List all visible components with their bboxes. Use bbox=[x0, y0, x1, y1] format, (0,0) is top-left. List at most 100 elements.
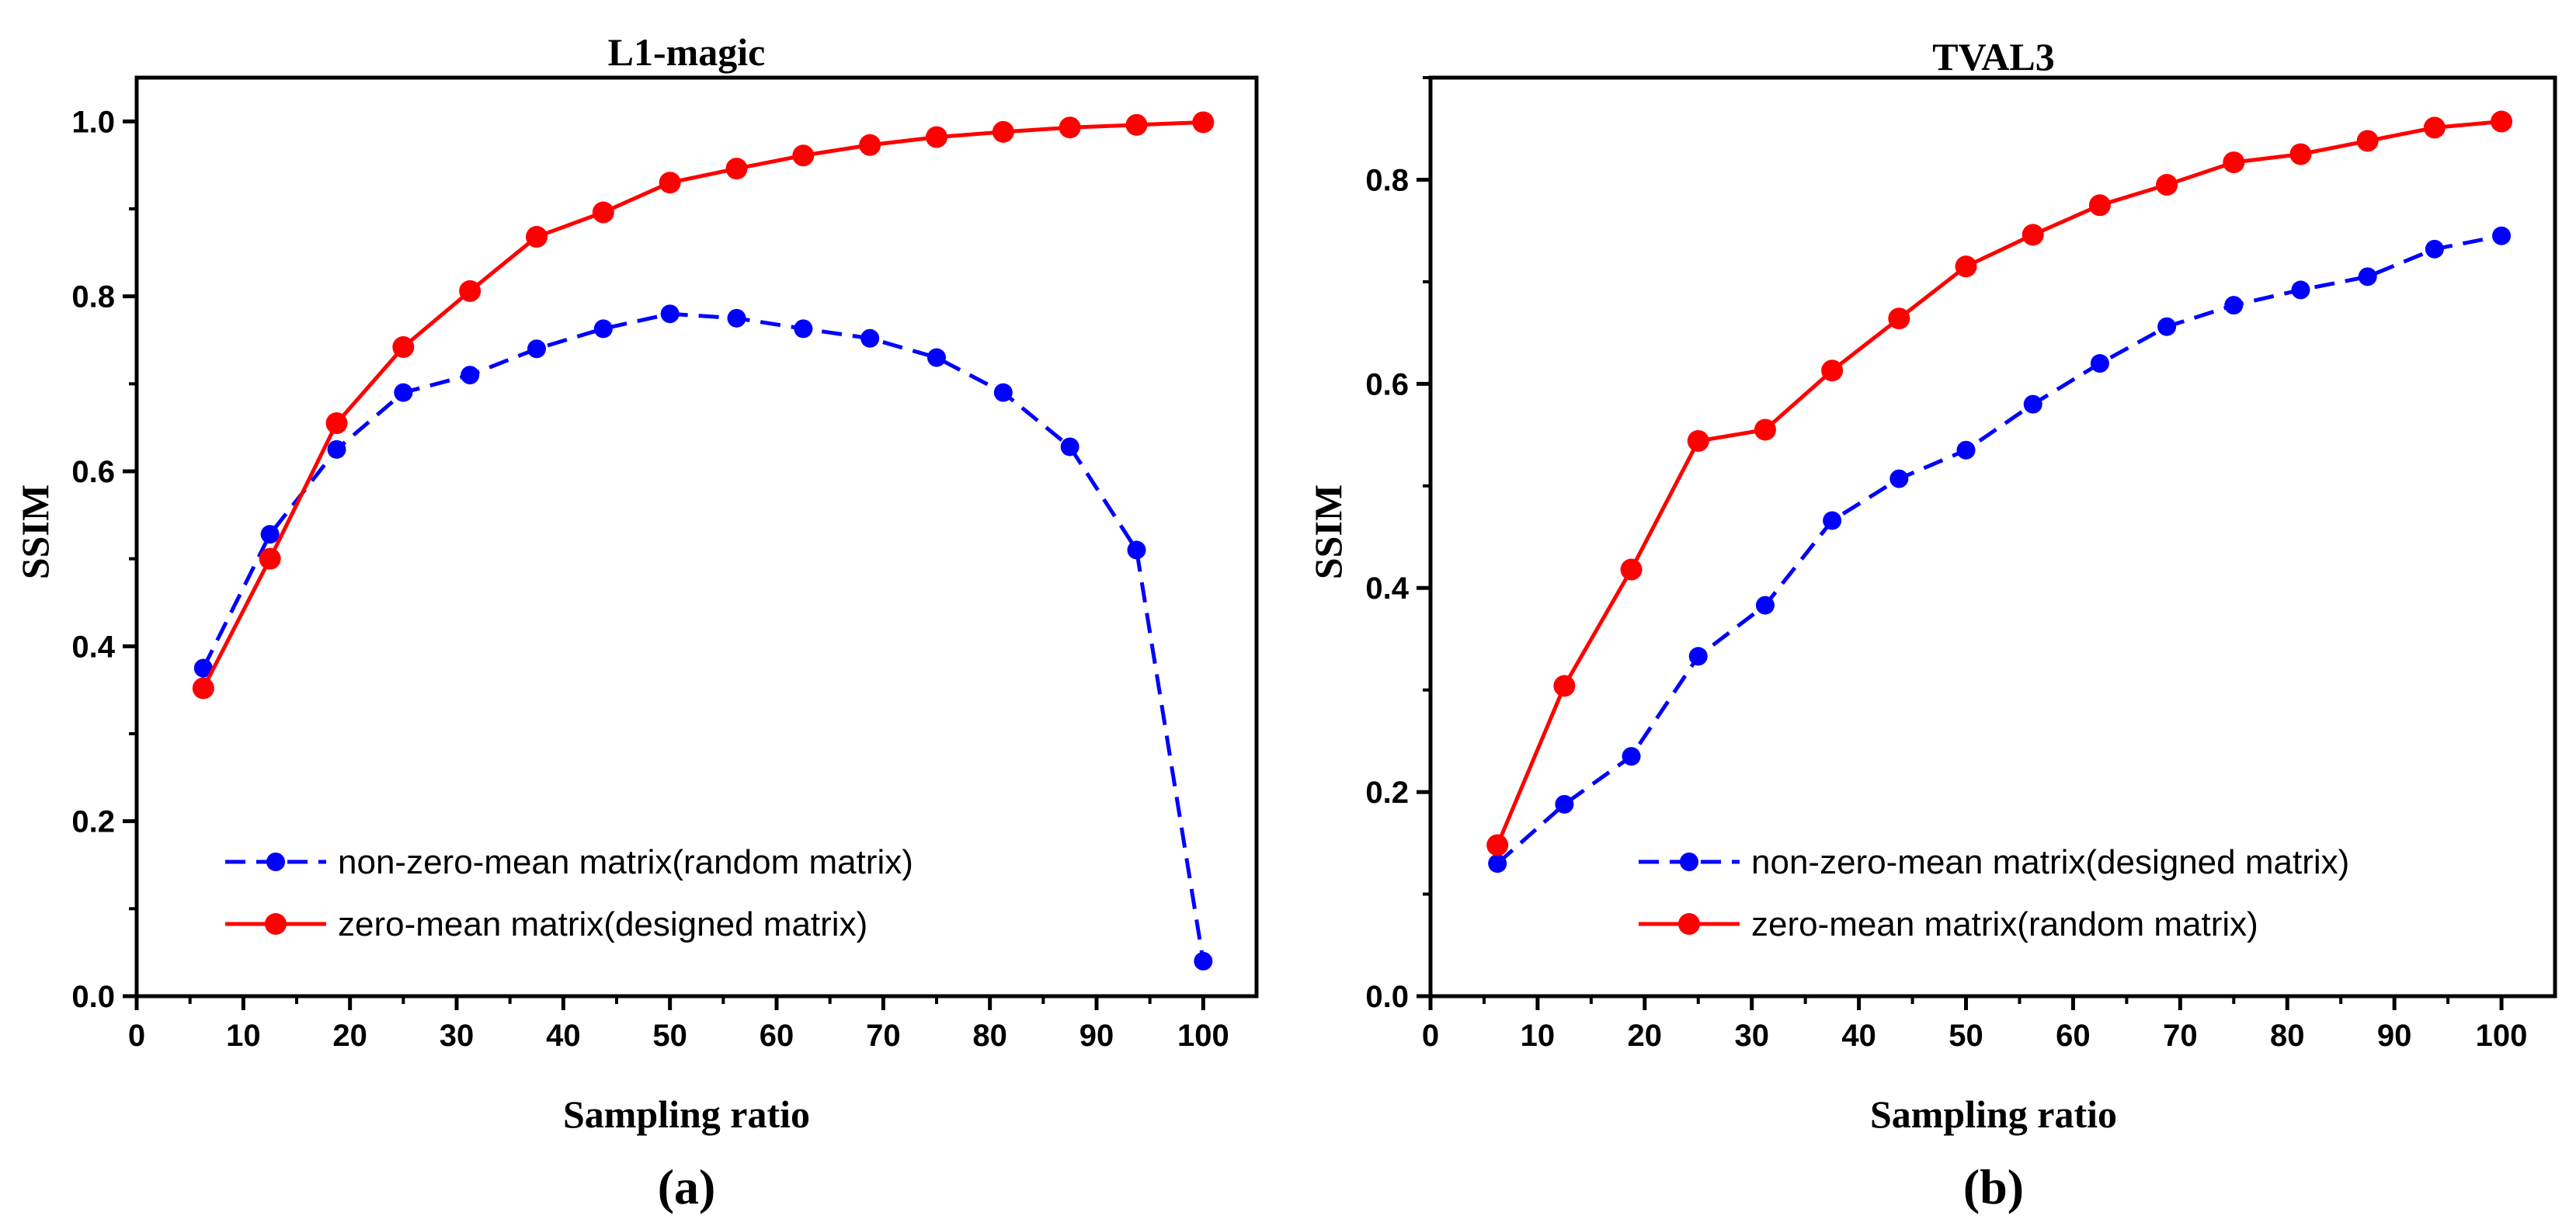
data-point bbox=[1060, 437, 1079, 457]
data-point bbox=[2022, 224, 2044, 246]
data-point bbox=[394, 383, 413, 402]
y-tick-label: 0.6 bbox=[71, 455, 115, 489]
legend-swatch-marker bbox=[1680, 853, 1698, 871]
data-point bbox=[926, 126, 947, 148]
x-tick-label: 0 bbox=[128, 1019, 145, 1053]
data-point bbox=[1688, 647, 1708, 666]
data-point bbox=[2425, 239, 2444, 259]
legend-entry: non-zero-mean matrix(designed matrix) bbox=[1751, 843, 2349, 881]
x-axis-label: Sampling ratio bbox=[563, 1092, 810, 1136]
x-tick-label: 60 bbox=[760, 1019, 794, 1053]
y-tick-label: 0.4 bbox=[71, 630, 115, 664]
data-point bbox=[2223, 151, 2245, 174]
x-tick-label: 70 bbox=[2163, 1019, 2198, 1053]
panel-label-b: (b) bbox=[1963, 1159, 2024, 1214]
data-point bbox=[325, 412, 348, 435]
x-tick-label: 60 bbox=[2056, 1019, 2091, 1053]
x-tick-label: 100 bbox=[1177, 1019, 1229, 1053]
data-point bbox=[1622, 747, 1641, 766]
data-point bbox=[2156, 174, 2178, 196]
data-point bbox=[1821, 359, 1844, 382]
y-tick-label: 0.4 bbox=[1365, 571, 1409, 606]
y-tick-label: 0.0 bbox=[71, 980, 115, 1014]
data-point bbox=[1620, 558, 1643, 581]
data-point bbox=[2157, 317, 2177, 336]
y-axis-label: SSIM bbox=[13, 484, 57, 579]
data-point bbox=[459, 280, 481, 302]
data-point bbox=[860, 328, 880, 348]
x-axis-label: Sampling ratio bbox=[1870, 1092, 2117, 1136]
x-tick-label: 0 bbox=[1422, 1019, 1439, 1053]
data-point bbox=[461, 366, 480, 385]
data-point bbox=[1059, 116, 1081, 139]
legend-swatch-marker bbox=[265, 913, 287, 935]
data-point bbox=[659, 172, 681, 194]
series-line-zero-mean bbox=[201, 120, 1204, 689]
data-point bbox=[259, 547, 281, 570]
x-tick-label: 30 bbox=[1734, 1019, 1769, 1053]
data-point bbox=[2356, 130, 2379, 152]
x-tick-label: 40 bbox=[546, 1019, 581, 1053]
data-point bbox=[1125, 113, 1148, 136]
x-tick-label: 10 bbox=[1521, 1019, 1556, 1053]
data-point bbox=[1486, 834, 1509, 856]
legend-entry: zero-mean matrix(designed matrix) bbox=[338, 905, 867, 943]
data-point bbox=[1194, 951, 1213, 971]
data-point bbox=[2291, 280, 2310, 300]
data-point bbox=[527, 339, 546, 359]
series-line-non-zero-mean bbox=[201, 311, 1205, 962]
data-point bbox=[1956, 440, 1976, 460]
data-point bbox=[1553, 675, 1576, 697]
data-point bbox=[660, 304, 680, 324]
data-point bbox=[725, 158, 748, 180]
x-tick-label: 100 bbox=[2476, 1019, 2528, 1053]
plot-frame bbox=[1428, 75, 2557, 999]
data-point bbox=[2088, 194, 2111, 217]
x-tick-label: 30 bbox=[440, 1019, 475, 1053]
data-point bbox=[1687, 429, 1709, 452]
data-point bbox=[1888, 307, 1910, 330]
legend: non-zero-mean matrix(random matrix) zero-… bbox=[225, 843, 913, 943]
data-point bbox=[1955, 255, 1977, 278]
data-point bbox=[2023, 394, 2042, 414]
series-line-non-zero-mean bbox=[1496, 234, 2502, 865]
x-tick-label: 70 bbox=[866, 1019, 901, 1053]
x-tick-label: 50 bbox=[652, 1019, 687, 1053]
legend-swatch-marker bbox=[266, 853, 285, 871]
chart-panel-a: L1-magic 0 10 20 30 40 50 60 70 80 90 100 0.0 0.2 0.4… bbox=[13, 30, 1259, 1214]
x-tick-label: 80 bbox=[2270, 1019, 2305, 1053]
y-axis-label: SSIM bbox=[1306, 484, 1350, 579]
y-tick-label: 0.8 bbox=[71, 280, 115, 314]
data-point bbox=[1488, 854, 1507, 873]
plot-area: 0 10 20 30 40 50 60 70 80 90 100 0.0 0.2 0.4 0.6 0.8 1.0… bbox=[71, 75, 1259, 1053]
data-point bbox=[1823, 511, 1842, 530]
plot-area: 0 10 20 30 40 50 60 70 80 90 100 0.0 0.2 0.4 0.6 0.8 non… bbox=[1365, 75, 2557, 1053]
data-point bbox=[2491, 110, 2513, 133]
x-tick-label: 40 bbox=[1841, 1019, 1876, 1053]
data-point bbox=[193, 658, 213, 678]
data-point bbox=[794, 319, 813, 339]
series-line-zero-mean bbox=[1495, 120, 2502, 846]
legend-swatch-marker bbox=[1678, 913, 1700, 935]
x-tick-label: 90 bbox=[2377, 1019, 2412, 1053]
data-point bbox=[2289, 143, 2312, 165]
x-tick-label: 80 bbox=[972, 1019, 1007, 1053]
x-tick-label: 10 bbox=[226, 1019, 261, 1053]
x-tick-label: 50 bbox=[1949, 1019, 1983, 1053]
data-point bbox=[927, 348, 946, 367]
data-point bbox=[2492, 226, 2512, 245]
chart-title: TVAL3 bbox=[1932, 35, 2054, 78]
data-point bbox=[593, 319, 613, 339]
data-point bbox=[1755, 596, 1775, 615]
x-tick-label: 90 bbox=[1079, 1019, 1114, 1053]
data-point bbox=[1192, 111, 1215, 134]
data-point bbox=[859, 134, 881, 156]
data-point bbox=[792, 144, 815, 167]
legend-entry: zero-mean matrix(random matrix) bbox=[1751, 905, 2258, 943]
legend-entry: non-zero-mean matrix(random matrix) bbox=[338, 843, 913, 881]
legend: non-zero-mean matrix(designed matrix) zer… bbox=[1639, 843, 2349, 943]
data-point bbox=[1127, 540, 1146, 560]
data-point bbox=[192, 677, 214, 700]
y-tick-label: 0.2 bbox=[1365, 776, 1409, 810]
